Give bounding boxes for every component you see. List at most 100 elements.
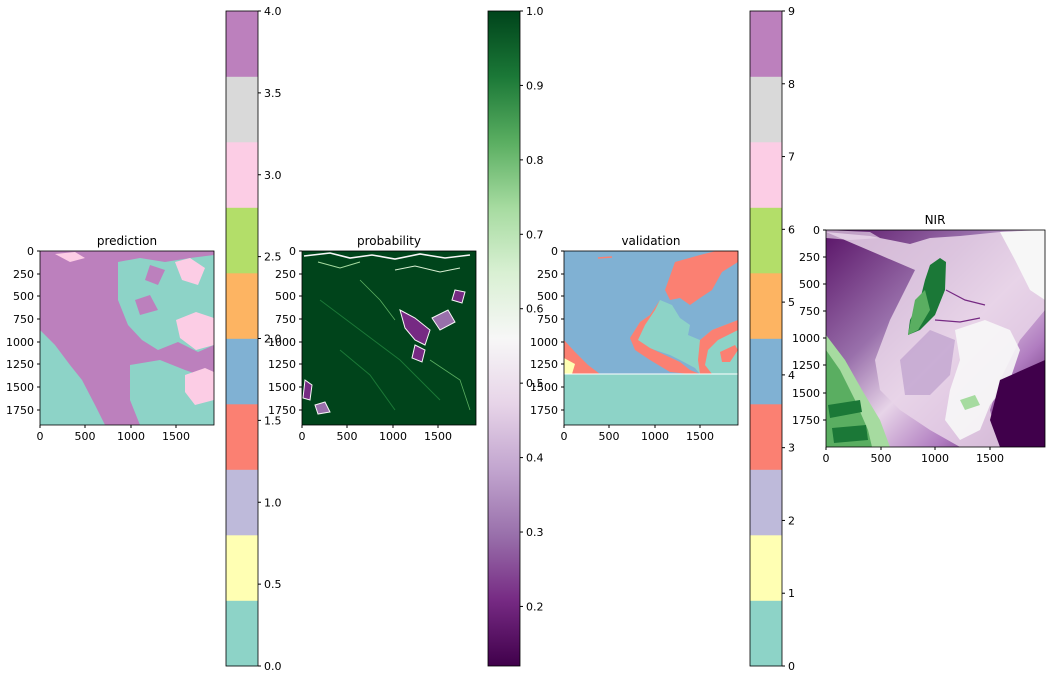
probability-xtick: 0 xyxy=(299,430,306,443)
probability-colorbar-tick: 0.6 xyxy=(526,303,544,316)
probability-ytick: 750 xyxy=(275,313,296,326)
prediction-colorbar-ticks: 0.0 0.5 1.0 1.5 2.0 2.5 3.0 3.5 4.0 xyxy=(258,5,282,673)
prediction-ytick: 1250 xyxy=(6,358,34,371)
probability-colorbar-tick: 0.4 xyxy=(526,452,544,465)
probability-colorbar: 0.2 0.3 0.4 0.5 0.6 0.7 0.8 0.9 1.0 xyxy=(487,5,544,667)
validation-colorbar-blocks xyxy=(750,11,782,667)
probability-panel: probability 0 500 1000 1500 0 250 xyxy=(268,234,477,443)
probability-colorbar-tick: 0.5 xyxy=(526,377,544,390)
validation-xtick: 0 xyxy=(561,430,568,443)
validation-colorbar-block xyxy=(750,535,782,601)
validation-colorbar-block xyxy=(750,11,782,77)
validation-ytick: 1250 xyxy=(530,358,558,371)
validation-colorbar-tick: 5 xyxy=(788,296,795,309)
nir-ytick: 750 xyxy=(799,305,820,318)
prediction-colorbar-block xyxy=(226,142,258,208)
nir-xtick: 1000 xyxy=(921,452,949,465)
probability-colorbar-tick: 0.3 xyxy=(526,526,544,539)
nir-title: NIR xyxy=(925,213,946,227)
validation-xtick: 500 xyxy=(599,430,620,443)
probability-x-ticks: 0 500 1000 1500 xyxy=(299,425,452,443)
prediction-colorbar-block xyxy=(226,600,258,667)
validation-colorbar-block xyxy=(750,469,782,536)
validation-colorbar: 0 1 2 3 4 5 6 7 8 9 xyxy=(749,5,795,673)
probability-colorbar-tick: 0.7 xyxy=(526,228,544,241)
validation-colorbar-block xyxy=(750,404,782,470)
prediction-xtick: 500 xyxy=(75,430,96,443)
validation-colorbar-tick: 7 xyxy=(788,151,795,164)
nir-ytick: 500 xyxy=(799,278,820,291)
prediction-colorbar-block xyxy=(226,207,258,274)
nir-ytick: 1750 xyxy=(792,414,820,427)
probability-xtick: 1500 xyxy=(424,430,452,443)
probability-ytick: 500 xyxy=(275,290,296,303)
prediction-colorbar-tick: 0.5 xyxy=(264,578,282,591)
probability-colorbar-tick: 1.0 xyxy=(526,5,544,18)
prediction-colorbar-block xyxy=(226,535,258,601)
prediction-colorbar-tick: 2.0 xyxy=(264,333,282,346)
prediction-title: prediction xyxy=(97,234,157,248)
validation-colorbar-block xyxy=(750,600,782,667)
validation-title: validation xyxy=(621,234,680,248)
probability-xtick: 1000 xyxy=(379,430,407,443)
nir-image xyxy=(826,230,1045,447)
prediction-x-ticks: 0 500 1000 1500 xyxy=(37,425,190,443)
validation-xtick: 1000 xyxy=(641,430,669,443)
probability-ytick: 1000 xyxy=(268,336,296,349)
prediction-colorbar-tick: 1.0 xyxy=(264,496,282,509)
validation-colorbar-block xyxy=(750,273,782,339)
prediction-colorbar-tick: 1.5 xyxy=(264,414,282,427)
prediction-colorbar-block xyxy=(226,273,258,339)
prediction-panel: prediction 0 500 1000 1500 0 250 500 750… xyxy=(6,234,215,443)
validation-ytick: 750 xyxy=(537,313,558,326)
prediction-ytick: 1000 xyxy=(6,336,34,349)
probability-ytick: 1750 xyxy=(268,404,296,417)
nir-xtick: 1500 xyxy=(976,452,1004,465)
prediction-colorbar-block xyxy=(226,76,258,143)
prediction-ytick: 500 xyxy=(13,290,34,303)
probability-colorbar-gradient xyxy=(488,11,520,666)
prediction-colorbar-block xyxy=(226,469,258,536)
prediction-xtick: 1500 xyxy=(162,430,190,443)
nir-ytick: 0 xyxy=(813,224,820,237)
validation-colorbar-tick: 6 xyxy=(788,223,795,236)
validation-colorbar-block xyxy=(750,142,782,208)
probability-colorbar-tick: 0.8 xyxy=(526,154,544,167)
nir-xtick: 500 xyxy=(871,452,892,465)
validation-y-ticks: 0 250 500 750 1000 1250 1500 1750 xyxy=(530,245,564,417)
validation-colorbar-tick: 8 xyxy=(788,78,795,91)
prediction-colorbar-tick: 3.5 xyxy=(264,87,282,100)
nir-x-ticks: 0 500 1000 1500 xyxy=(823,447,1004,465)
probability-ytick: 0 xyxy=(289,245,296,258)
probability-xtick: 500 xyxy=(337,430,358,443)
nir-ytick: 1250 xyxy=(792,359,820,372)
prediction-colorbar-tick: 4.0 xyxy=(264,5,282,18)
probability-title: probability xyxy=(357,234,421,248)
probability-image xyxy=(302,251,476,425)
prediction-y-ticks: 0 250 500 750 1000 1250 1500 1750 xyxy=(6,245,40,417)
nir-xtick: 0 xyxy=(823,452,830,465)
prediction-xtick: 1000 xyxy=(117,430,145,443)
prediction-colorbar-block xyxy=(226,404,258,470)
validation-ytick: 1750 xyxy=(530,404,558,417)
prediction-colorbar-tick: 2.5 xyxy=(264,251,282,264)
validation-image xyxy=(564,251,738,425)
prediction-colorbar: 0.0 0.5 1.0 1.5 2.0 2.5 3.0 3.5 4.0 xyxy=(225,5,282,673)
nir-y-ticks: 0 250 500 750 1000 1250 1500 1750 xyxy=(792,224,826,427)
prediction-colorbar-block xyxy=(226,338,258,405)
nir-ytick: 250 xyxy=(799,251,820,264)
validation-colorbar-block xyxy=(750,338,782,405)
prediction-colorbar-block xyxy=(226,11,258,77)
validation-colorbar-block xyxy=(750,207,782,274)
validation-ytick: 500 xyxy=(537,290,558,303)
prediction-ytick: 1500 xyxy=(6,381,34,394)
validation-x-ticks: 0 500 1000 1500 xyxy=(561,425,714,443)
prediction-colorbar-blocks xyxy=(226,11,258,667)
probability-ytick: 250 xyxy=(275,268,296,281)
validation-colorbar-tick: 9 xyxy=(788,5,795,18)
nir-ytick: 1000 xyxy=(792,332,820,345)
validation-colorbar-tick: 1 xyxy=(788,587,795,600)
prediction-ytick: 750 xyxy=(13,313,34,326)
validation-ytick: 1000 xyxy=(530,336,558,349)
